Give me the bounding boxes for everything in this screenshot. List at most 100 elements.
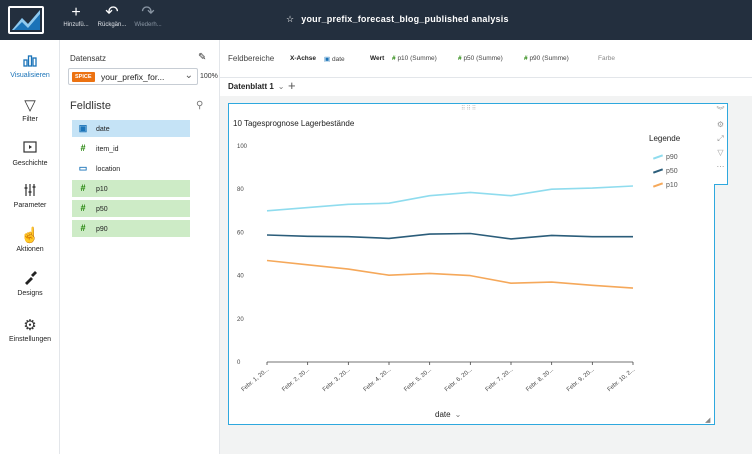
- field-wells-title[interactable]: Feldbereiche: [228, 54, 275, 63]
- legend-item-p90[interactable]: p90: [652, 154, 678, 161]
- visualize-icon: [0, 52, 60, 72]
- hash-icon: #: [80, 203, 86, 213]
- x-tick-label: Febr. 10, 2...: [607, 367, 637, 393]
- nav-filter[interactable]: ▽ Filter: [0, 96, 60, 123]
- quicksight-logo-icon[interactable]: [8, 6, 44, 34]
- value-well-label: Wert: [370, 55, 385, 62]
- chevron-down-icon: ⌄: [277, 82, 285, 91]
- value-chip-p10[interactable]: # p10 (Summe): [392, 55, 437, 62]
- filter-icon[interactable]: ▽: [717, 148, 724, 157]
- more-icon[interactable]: ⋯: [716, 162, 725, 171]
- nav-visualize[interactable]: Visualisieren: [0, 52, 60, 79]
- field-item-p10[interactable]: # p10: [72, 180, 190, 197]
- field-panel: Datensatz ✎ SPICE your_prefix_for... ⌄ 1…: [60, 40, 220, 454]
- y-tick-label: 20: [237, 317, 244, 323]
- star-icon[interactable]: ☆: [286, 14, 295, 24]
- x-tick-label: Febr. 1, 20...: [241, 367, 271, 393]
- calendar-icon: ▣: [324, 56, 331, 63]
- x-tick-label: Febr. 8, 20...: [525, 367, 555, 393]
- value-chip-p50[interactable]: # p50 (Summe): [458, 55, 503, 62]
- hash-icon: #: [392, 55, 396, 62]
- value-chip-p90[interactable]: # p90 (Summe): [524, 55, 569, 62]
- drag-handle-icon[interactable]: ⠿⠿⠿: [461, 106, 478, 112]
- nav-actions[interactable]: ☝ Aktionen: [0, 226, 60, 253]
- undo-icon: ↶: [105, 4, 119, 21]
- field-item-date[interactable]: ▣ date: [72, 120, 190, 137]
- field-item-item-id[interactable]: # item_id: [72, 140, 190, 157]
- nav-story[interactable]: Geschichte: [0, 140, 60, 167]
- legend-swatch: [652, 168, 664, 174]
- x-tick-label: Febr. 2, 20...: [281, 367, 311, 393]
- redo-button[interactable]: ↷ Wiederh...: [130, 4, 166, 36]
- gear-icon[interactable]: ⚙: [716, 120, 725, 129]
- sheet-bar: Datenblatt 1 ⌄ +: [220, 78, 752, 96]
- spice-badge: SPICE: [72, 72, 95, 82]
- add-sheet-button[interactable]: +: [288, 78, 296, 93]
- story-icon: [0, 140, 60, 160]
- x-tick-label: Febr. 7, 20...: [485, 367, 515, 393]
- field-wells: Feldbereiche X-Achse ▣ date Wert # p10 (…: [220, 40, 752, 78]
- field-list-title: Feldliste: [70, 100, 111, 112]
- y-tick-label: 100: [237, 144, 248, 150]
- x-axis-well[interactable]: ▣ date: [324, 56, 345, 63]
- chart-svg: 0 20 40 60 80 100 Febr. 1, 20... Febr. 2, 20...…: [237, 144, 637, 393]
- nav-settings[interactable]: ⚙ Einstellungen: [0, 316, 60, 343]
- themes-icon: [0, 270, 60, 290]
- hash-icon: #: [524, 55, 528, 62]
- top-toolbar: + Hinzufü... ↶ Rückgän... ↷ Wiederh... ☆…: [0, 0, 752, 40]
- plus-icon: +: [71, 4, 81, 21]
- resize-handle-icon[interactable]: ◢: [705, 417, 711, 424]
- nav-themes[interactable]: Designs: [0, 270, 60, 297]
- legend-title: Legende: [649, 134, 681, 143]
- dimension-icon: ▭: [78, 163, 88, 173]
- series-line-p50: [266, 232, 633, 240]
- filter-icon: ▽: [24, 97, 36, 114]
- chevron-down-icon: ⌄: [454, 410, 462, 419]
- chart-title: 10 Tagesprognose Lagerbestände: [233, 119, 355, 128]
- parameter-icon: [0, 182, 60, 202]
- x-axis-title[interactable]: date ⌄: [435, 410, 462, 419]
- actions-icon: ☝: [20, 227, 40, 244]
- expand-icon[interactable]: ⤢: [717, 134, 724, 143]
- x-axis-well-label: X-Achse: [290, 55, 317, 62]
- series-line-p90: [266, 185, 634, 212]
- field-item-p90[interactable]: # p90: [72, 220, 190, 237]
- color-well[interactable]: Farbe: [598, 55, 615, 62]
- tab-sheet-1[interactable]: Datenblatt 1 ⌄: [228, 82, 285, 91]
- search-icon[interactable]: ⚲: [196, 100, 204, 111]
- legend-swatch: [652, 154, 664, 160]
- analysis-title[interactable]: ☆ your_prefix_forecast_blog_published ana…: [286, 14, 509, 24]
- legend-item-p50[interactable]: p50: [652, 168, 678, 175]
- y-tick-label: 60: [237, 230, 244, 236]
- hash-icon: #: [80, 183, 86, 193]
- visual-toolbar: ︾ ⚙ ⤢ ▽ ⋯: [714, 103, 728, 185]
- main-canvas: Feldbereiche X-Achse ▣ date Wert # p10 (…: [220, 40, 752, 454]
- x-tick-label: Febr. 5, 20...: [403, 367, 433, 393]
- dataset-name: your_prefix_for...: [101, 72, 165, 82]
- hash-icon: #: [80, 143, 86, 153]
- undo-button[interactable]: ↶ Rückgän...: [94, 4, 130, 36]
- edit-pencil-icon[interactable]: ✎: [198, 52, 207, 63]
- hash-icon: #: [458, 55, 462, 62]
- x-tick-label: Febr. 4, 20...: [363, 367, 393, 393]
- nav-parameter[interactable]: Parameter: [0, 182, 60, 209]
- legend-swatch: [652, 182, 664, 188]
- series-line-p10: [266, 259, 634, 289]
- y-tick-label: 0: [237, 360, 241, 366]
- dataset-select[interactable]: SPICE your_prefix_for... ⌄: [68, 68, 198, 85]
- add-button[interactable]: + Hinzufü...: [58, 4, 94, 36]
- redo-icon: ↷: [141, 4, 155, 21]
- chevron-down-icon: ⌄: [184, 70, 193, 81]
- field-item-p50[interactable]: # p50: [72, 200, 190, 217]
- spice-percent: 100%: [200, 73, 218, 80]
- x-tick-label: Febr. 3, 20...: [322, 367, 352, 393]
- y-tick-label: 40: [237, 274, 244, 280]
- left-navigation: Visualisieren ▽ Filter Geschichte Parame…: [0, 40, 60, 454]
- legend-item-p10[interactable]: p10: [652, 182, 678, 189]
- field-item-location[interactable]: ▭ location: [72, 160, 190, 177]
- x-tick-label: Febr. 9, 20...: [566, 367, 596, 393]
- x-tick-label: Febr. 6, 20...: [444, 367, 474, 393]
- line-chart-visual[interactable]: ⠿⠿⠿ 10 Tagesprognose Lagerbestände 0 20 40…: [228, 103, 715, 425]
- settings-icon: ⚙: [23, 317, 37, 334]
- collapse-icon[interactable]: ︾: [716, 106, 725, 115]
